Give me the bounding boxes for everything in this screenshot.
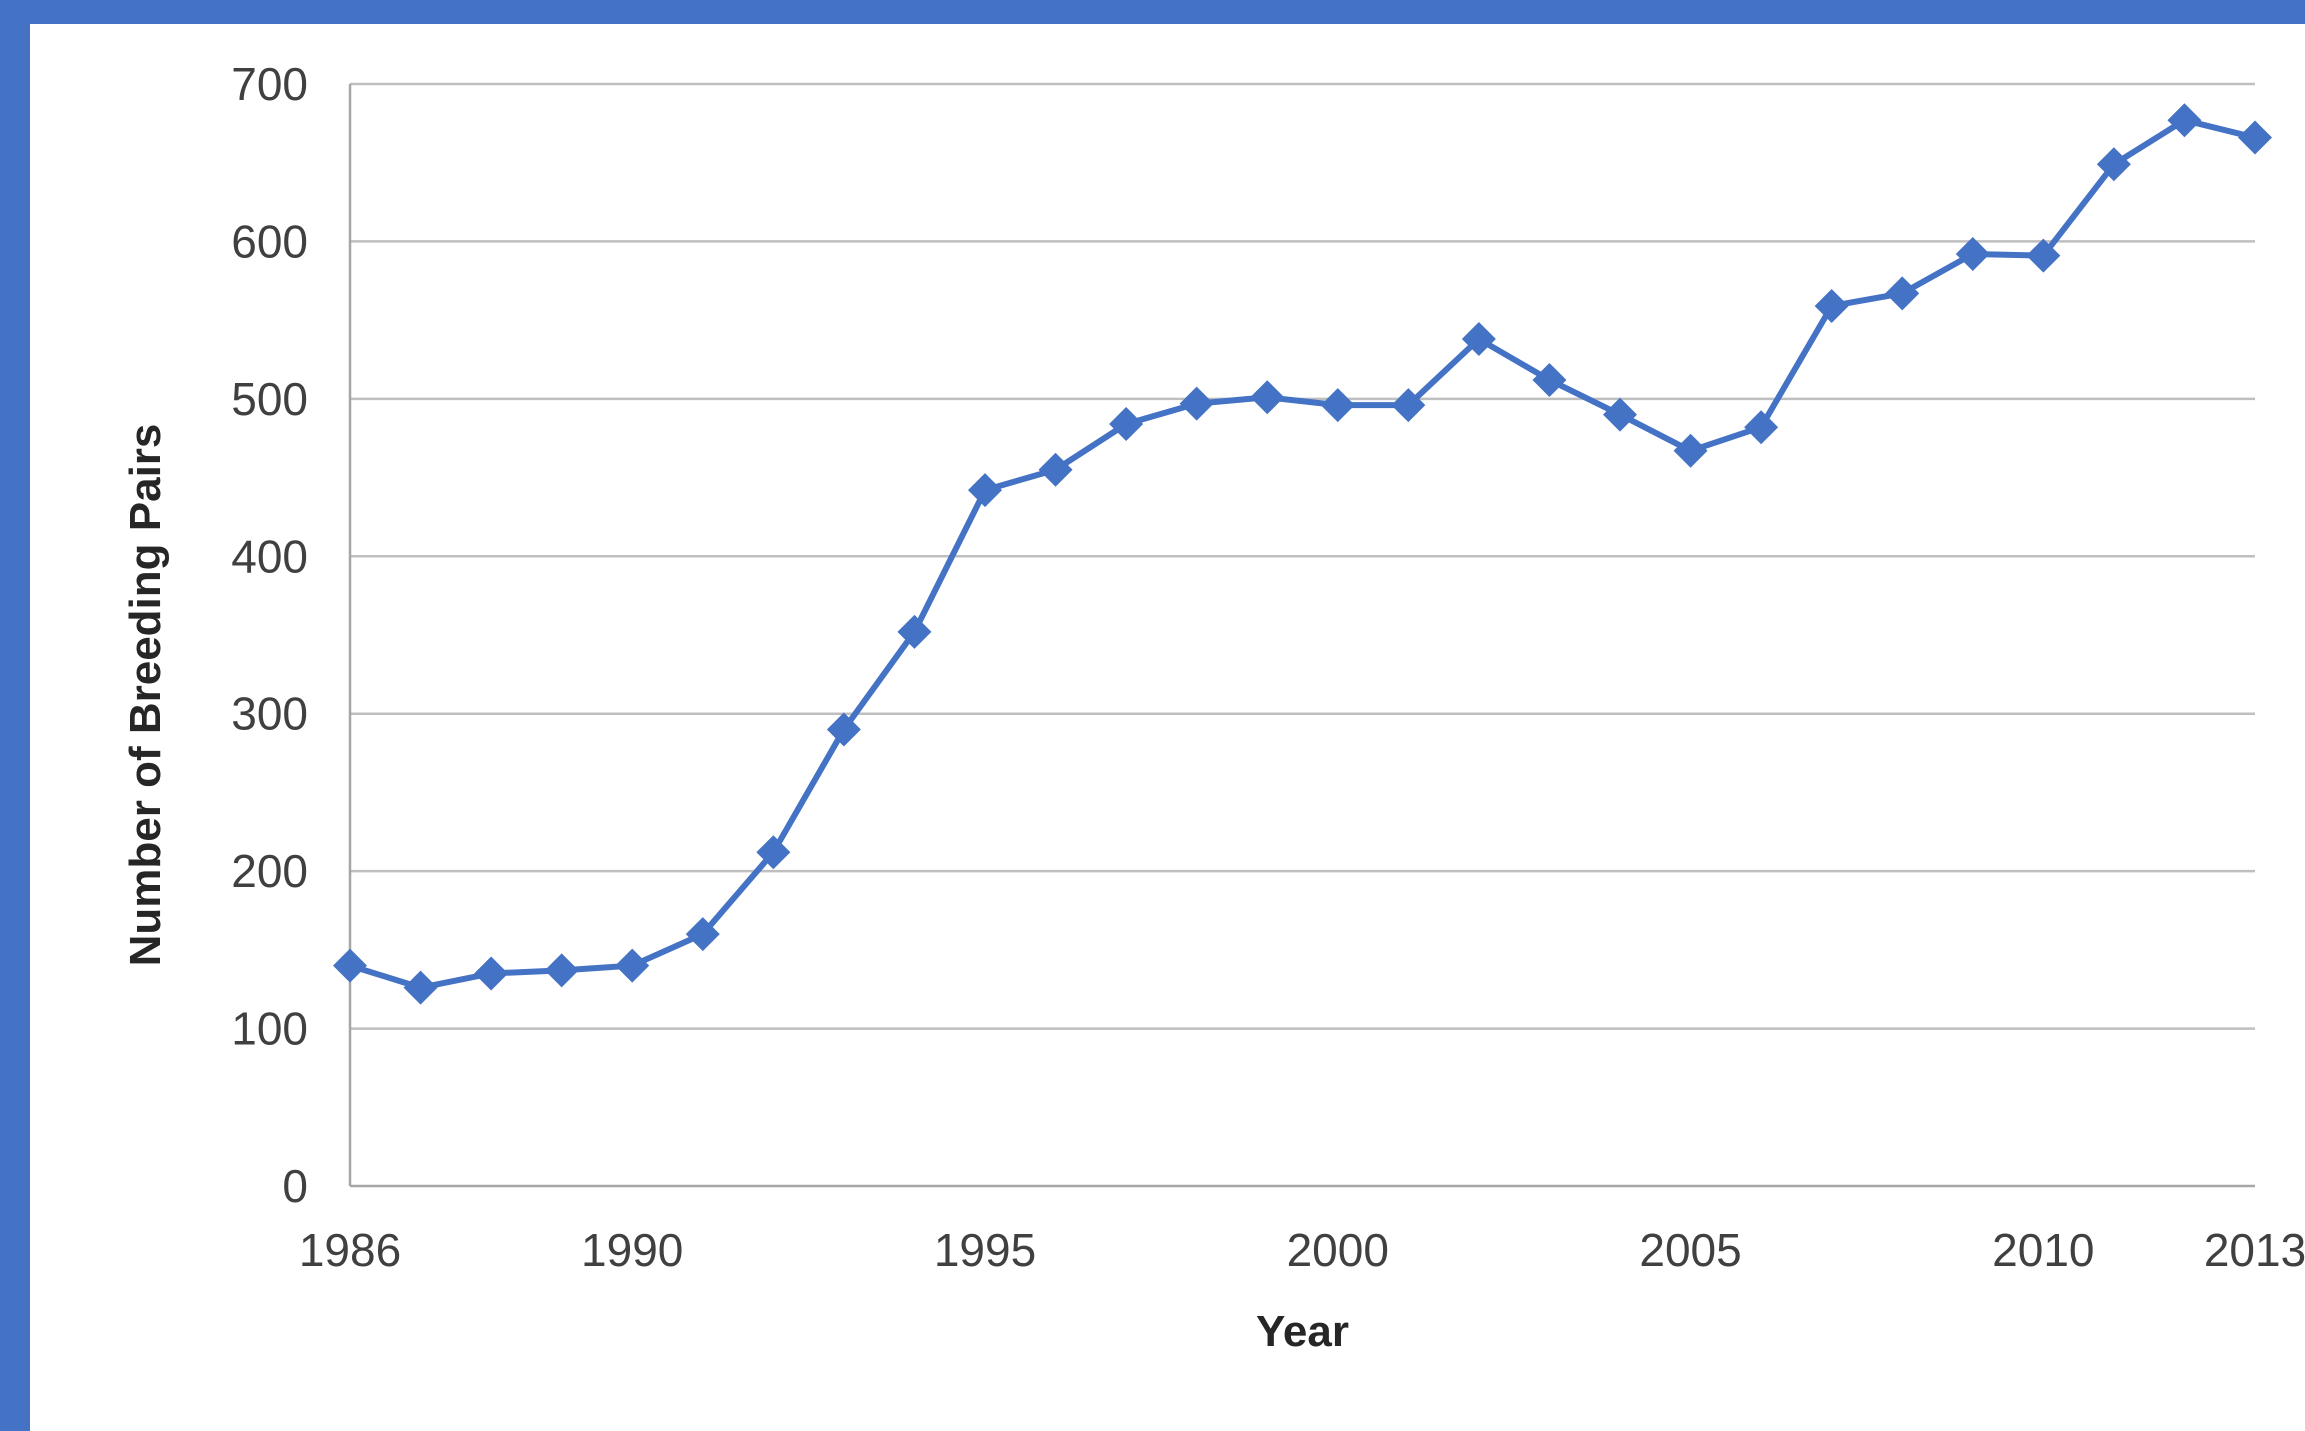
data-point-marker [1532,362,1567,397]
data-point-marker [544,953,579,988]
data-point-marker [1250,380,1285,415]
x-tick-label: 1990 [581,1224,683,1276]
gridlines [350,82,2255,1030]
y-tick-label: 300 [231,688,308,740]
data-point-marker [756,835,791,870]
data-point-marker [1673,433,1708,468]
y-tick-label: 400 [231,530,308,582]
x-tick-label: 2005 [1639,1224,1741,1276]
x-tick-label: 2000 [1287,1224,1389,1276]
data-point-marker [1461,322,1496,357]
data-point-marker [2096,147,2131,182]
y-tick-label: 600 [231,215,308,267]
series-line [349,117,2256,991]
x-tick-label: 1995 [934,1224,1036,1276]
y-tick-label: 100 [231,1003,308,1055]
line-chart: 0 100 200 300 400 500 600 700 1986 1990 1995 2000 2… [121,58,2305,1356]
data-point-marker [826,712,861,747]
data-point-marker [2026,238,2061,273]
data-point-marker [1814,288,1849,323]
data-point-marker [474,956,509,991]
data-point-marker [2238,120,2272,155]
data-point-marker [968,473,1002,508]
data-point-marker [685,917,720,952]
y-axis-title: Number of Breeding Pairs [121,424,170,967]
data-point-marker [1885,276,1920,311]
data-point-marker [1603,397,1637,432]
y-tick-labels: 0 100 200 300 400 500 600 700 [231,58,308,1212]
series [333,103,2272,1005]
data-point-marker [1109,407,1144,442]
data-point-marker [1320,388,1355,423]
x-tick-label: 1986 [299,1224,401,1276]
axes [348,84,2255,1188]
y-tick-label: 700 [231,58,308,110]
data-point-marker [615,948,650,983]
y-tick-label: 500 [231,373,308,425]
data-point-marker [403,970,438,1005]
x-tick-label: 2013 [2204,1224,2305,1276]
data-point-marker [1391,388,1426,423]
x-tick-label: 2010 [1992,1224,2094,1276]
chart-panel: 0 100 200 300 400 500 600 700 1986 1990 1995 2000 2… [30,24,2305,1431]
data-point-marker [333,948,367,983]
data-point-marker [1038,452,1073,487]
x-axis-title: Year [1256,1307,1349,1356]
x-tick-labels: 1986 1990 1995 2000 2005 2010 2013 [299,1224,2305,1276]
data-point-marker [1955,237,1990,272]
y-tick-label: 200 [231,845,308,897]
y-tick-label: 0 [282,1160,308,1212]
data-point-marker [2167,103,2202,138]
data-point-marker [897,614,932,649]
data-point-marker [1179,386,1214,421]
data-point-marker [1744,410,1779,445]
